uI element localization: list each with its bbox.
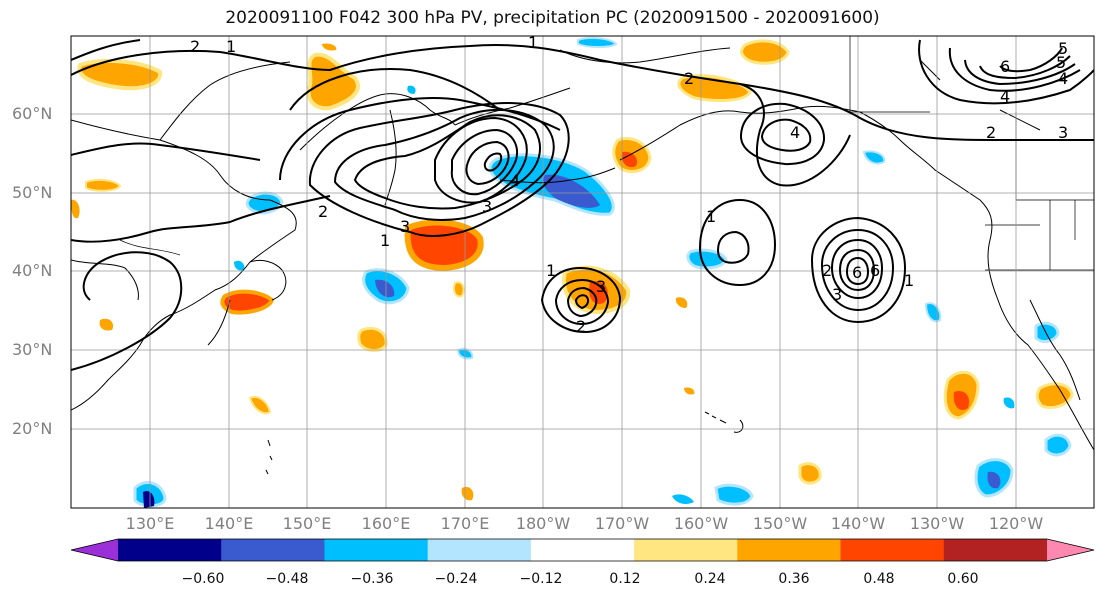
lon-label: 140°W [830,514,886,533]
lon-label: 150°E [282,514,332,533]
colorbar-segment [118,539,222,561]
colorbar-tick: 0.60 [947,571,979,587]
colorbar-tick: 0.48 [863,571,895,587]
lon-label: 140°E [204,514,254,533]
map-frame [70,35,1095,509]
pv-contours [71,39,1094,371]
colorbar-tick: 0.24 [694,571,726,587]
colorbar-segment [221,539,325,561]
contour-label: 2 [986,123,996,142]
lat-label: 30°N [12,340,53,359]
colorbar-segment [324,539,429,561]
colorbar-segment [634,539,738,561]
contour-label: 2 [684,69,694,88]
lon-label: 170°E [440,514,490,533]
colorbar-tick: −0.36 [350,571,394,587]
contour-label: 4 [790,123,800,142]
contour-label: 6 [1000,57,1010,76]
contour-label: 3 [1058,123,1068,142]
colorbar-outline [70,538,1095,562]
contour-label: 2 [576,317,586,336]
contour-label: 1 [546,261,556,280]
contour-label: 5 [1056,53,1066,72]
colorbar-segment [943,539,1048,561]
contour-label-group: 1 2 1 2 1 3 3 4 2 3 4 5 6 1 4 2 3 6 1 2 … [190,33,1068,336]
colorbar-extend-low [71,539,118,561]
gridlines [71,36,1094,508]
colorbar-segment [427,539,532,561]
contour-label: 4 [510,171,520,190]
lon-label: 130°W [909,514,965,533]
contour-label: 3 [832,285,842,304]
lat-label: 40°N [12,261,53,280]
contour-label: 1 [380,231,390,250]
colorbar-segment [737,539,842,561]
contour-label: 2 [822,261,832,280]
colorbar-segment [530,539,635,561]
contour-label: 3 [482,197,492,216]
contour-label: 1 [226,37,236,56]
lon-label: 180°W [515,514,571,533]
colorbar-tick: 0.36 [778,571,810,587]
contour-label: 3 [596,277,606,296]
contour-label: 3 [400,217,410,236]
precip-shading [71,36,1074,508]
contour-label: 2 [190,37,200,56]
contour-label: 4 [1000,87,1010,106]
lon-label: 130°E [125,514,175,533]
lat-label: 50°N [12,183,53,202]
map-title: 2020091100 F042 300 hPa PV, precipitatio… [225,8,880,28]
colorbar-tick: −0.24 [434,571,478,587]
contour-label: 6 [870,261,880,280]
coastlines [71,47,1094,475]
contour-label: 6 [852,263,862,282]
contour-label: 4 [1058,69,1068,88]
lat-label: 20°N [12,419,53,438]
lon-label: 160°W [673,514,729,533]
lon-label: 170°W [594,514,650,533]
lon-label: 160°E [361,514,411,533]
contour-label: 1 [528,33,538,52]
contour-label: 5 [1058,39,1068,58]
lon-label: 120°W [988,514,1044,533]
contour-label: 1 [706,207,716,226]
lon-label: 150°W [752,514,808,533]
colorbar-tick: −0.60 [181,571,225,587]
colorbar-tick: 0.12 [609,571,641,587]
colorbar-extend-high [1047,539,1094,561]
colorbar-tick: −0.12 [519,571,563,587]
lat-label: 60°N [12,104,53,123]
colorbar [70,538,1095,562]
contour-label: 2 [318,202,328,221]
contour-label: 1 [904,271,914,290]
colorbar-segment [840,539,945,561]
colorbar-tick: −0.48 [265,571,309,587]
